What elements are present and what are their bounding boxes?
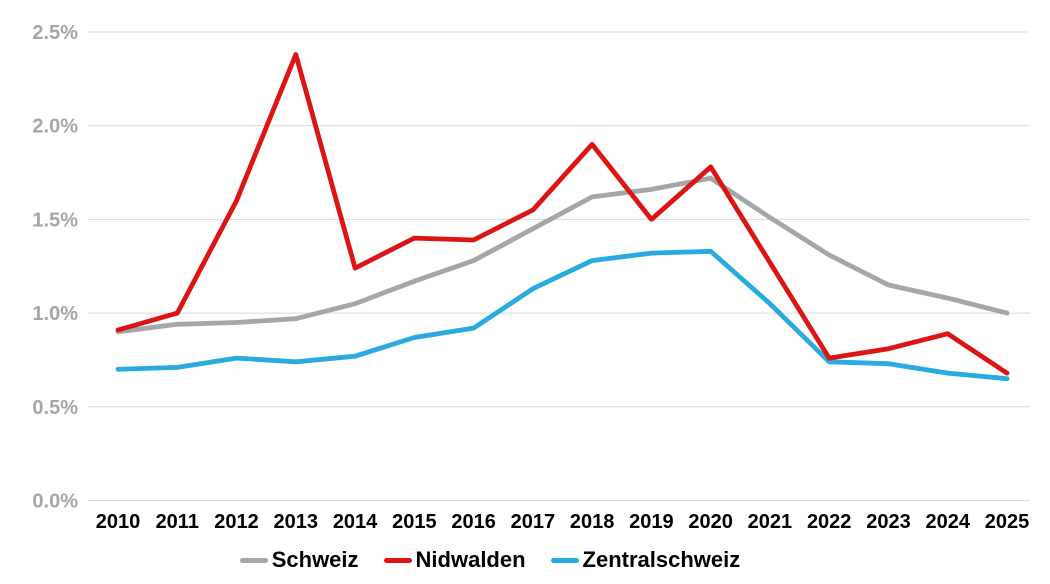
- y-axis-tick-label: 2.5%: [32, 22, 78, 44]
- y-axis-tick-label: 0.0%: [32, 491, 78, 513]
- x-axis-tick-label: 2013: [274, 511, 319, 533]
- chart-legend: Schweiz Nidwalden Zentralschweiz: [0, 549, 1015, 571]
- series-line-schweiz: [115, 175, 1010, 335]
- x-axis-tick-label: 2017: [511, 511, 556, 533]
- x-axis-tick-label: 2023: [866, 511, 911, 533]
- x-axis-tick-label: 2021: [748, 511, 793, 533]
- x-axis-tick-label: 2024: [925, 511, 970, 533]
- legend-item-nidwalden: Nidwalden: [383, 547, 526, 572]
- legend-line-swatch-zentralschweiz: [550, 557, 579, 563]
- y-axis-tick-label: 1.0%: [32, 303, 78, 325]
- y-axis-tick-label: 0.5%: [32, 397, 78, 419]
- x-axis-tick-label: 2018: [570, 511, 615, 533]
- y-axis-tick-label: 2.0%: [32, 116, 78, 138]
- legend-line-swatch-schweiz: [239, 557, 268, 563]
- x-axis-tick-label: 2014: [333, 511, 378, 533]
- x-axis-tick-label: 2022: [807, 511, 852, 533]
- x-axis-tick-label: 2012: [214, 511, 259, 533]
- x-axis-tick-label: 2019: [629, 511, 674, 533]
- series-line-nidwalden: [115, 52, 1010, 376]
- legend-label-schweiz: Schweiz: [271, 547, 359, 572]
- x-axis-tick-label: 2015: [392, 511, 437, 533]
- legend-label-nidwalden: Nidwalden: [415, 547, 526, 572]
- x-axis-tick-label: 2025: [985, 511, 1030, 533]
- legend-item-schweiz: Schweiz: [239, 547, 359, 572]
- legend-line-swatch-nidwalden: [383, 557, 412, 563]
- x-axis-tick-label: 2010: [96, 511, 141, 533]
- y-axis-tick-label: 1.5%: [32, 209, 78, 231]
- legend-item-zentralschweiz: Zentralschweiz: [550, 547, 741, 572]
- series-line-zentralschweiz: [115, 248, 1010, 382]
- x-axis-tick-label: 2016: [451, 511, 496, 533]
- legend-label-zentralschweiz: Zentralschweiz: [582, 547, 741, 572]
- x-axis-tick-label: 2011: [156, 511, 199, 533]
- x-axis-tick-label: 2020: [688, 511, 733, 533]
